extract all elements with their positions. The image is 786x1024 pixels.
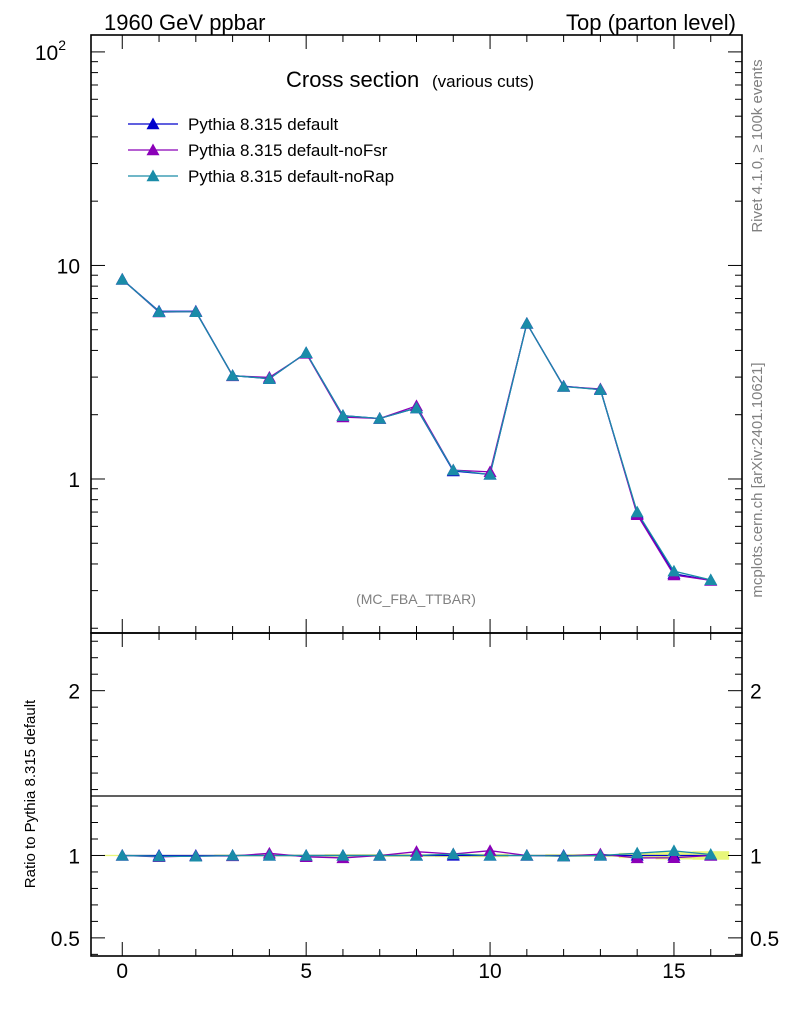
data-point [299, 346, 313, 358]
data-point [667, 564, 681, 577]
ratio-point [520, 848, 534, 861]
ratio-point [667, 851, 681, 863]
ratio-point [226, 848, 240, 861]
y-tick-label: 1 [68, 469, 80, 492]
ratio-y-axis-label: Ratio to Pythia 8.315 default [22, 699, 39, 888]
x-tick-label: 0 [116, 960, 128, 983]
x-tick-label: 15 [662, 960, 685, 983]
data-point [520, 316, 534, 329]
x-tick-label: 5 [300, 960, 312, 983]
data-point [630, 505, 644, 518]
chart-title: Cross section [286, 67, 419, 92]
ratio-point [262, 848, 276, 861]
ratio-y-tick-label-right: 1 [750, 845, 762, 868]
ratio-frame [90, 632, 743, 957]
data-point [410, 401, 423, 414]
ratio-point [189, 849, 203, 862]
ratio-point [593, 848, 607, 861]
legend-label: Pythia 8.315 default [188, 115, 339, 134]
ratio-point [373, 848, 387, 861]
main-panel: 1 10 102 Cross section (various cuts) (MC_… [35, 34, 743, 634]
data-point [593, 383, 607, 395]
series-line-2 [121, 278, 711, 581]
header-right: Top (parton level) [566, 10, 736, 35]
ratio-y-tick-label-right: 2 [750, 681, 762, 704]
ratio-point [667, 844, 681, 857]
ratio-y-tick-label: 0.5 [51, 928, 80, 951]
data-point [262, 372, 276, 384]
legend-marker [146, 117, 160, 130]
data-point [446, 463, 460, 476]
header-left: 1960 GeV ppbar [104, 10, 265, 35]
mcplots-label: mcplots.cern.ch [arXiv:2401.10621] [749, 362, 766, 597]
data-point [704, 573, 718, 586]
data-point [557, 380, 571, 392]
ratio-point [557, 849, 571, 862]
ratio-point [704, 847, 718, 860]
ratio-y-tick-label: 2 [68, 681, 80, 704]
data-point [483, 467, 497, 480]
ratio-point [630, 846, 644, 859]
x-tick-label: 10 [478, 960, 501, 983]
data-point [373, 411, 387, 424]
series-line-0 [121, 278, 711, 582]
ratio-point [299, 848, 313, 861]
data-point [226, 369, 240, 381]
legend-marker [146, 143, 160, 156]
chart-subtitle: (various cuts) [432, 72, 534, 91]
data-point [336, 409, 350, 421]
ratio-panel: 0 5 10 15 0.5 0.5 1 1 2 2 Ratio to Pythia 8.315 d… [22, 632, 779, 983]
ratio-point [410, 848, 423, 861]
ratio-point [152, 849, 166, 862]
series-line-1 [121, 278, 711, 582]
legend: Pythia 8.315 default Pythia 8.315 default… [128, 115, 394, 186]
rivet-version-label: Rivet 4.1.0, ≥ 100k events [749, 59, 766, 232]
data-point [115, 272, 129, 285]
ratio-point [336, 848, 350, 861]
ratio-y-tick-label: 1 [68, 845, 80, 868]
ratio-point [446, 847, 460, 860]
legend-marker [146, 169, 160, 182]
y-tick-label: 102 [35, 37, 66, 65]
legend-label: Pythia 8.315 default-noRap [188, 167, 394, 186]
analysis-watermark: (MC_FBA_TTBAR) [356, 591, 476, 607]
data-point [189, 305, 203, 317]
ratio-point [483, 848, 497, 861]
y-tick-label: 10 [57, 255, 80, 278]
ratio-point [115, 848, 129, 861]
legend-label: Pythia 8.315 default-noFsr [188, 141, 388, 160]
ratio-y-tick-label-right: 0.5 [750, 928, 779, 951]
data-point [152, 305, 166, 317]
